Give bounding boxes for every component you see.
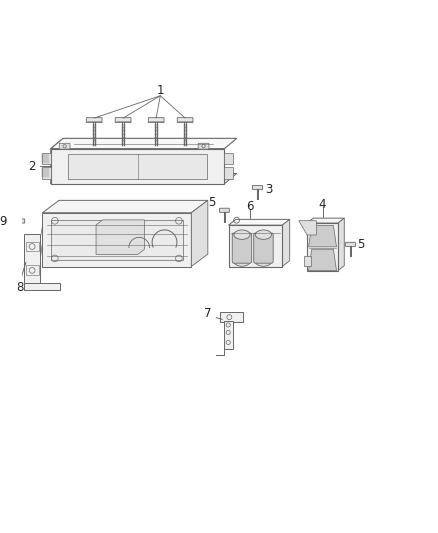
Polygon shape	[42, 200, 208, 213]
FancyBboxPatch shape	[198, 143, 209, 149]
FancyBboxPatch shape	[219, 208, 230, 212]
Polygon shape	[307, 218, 344, 223]
Text: 7: 7	[204, 307, 212, 320]
Polygon shape	[24, 283, 60, 290]
Polygon shape	[309, 225, 336, 247]
Polygon shape	[191, 200, 208, 266]
Bar	[42, 153, 51, 165]
Text: 5: 5	[357, 238, 364, 251]
Bar	[304, 256, 311, 266]
Bar	[25, 265, 39, 276]
Bar	[51, 220, 183, 260]
FancyBboxPatch shape	[254, 233, 273, 263]
FancyBboxPatch shape	[59, 143, 70, 149]
Bar	[229, 225, 282, 266]
Text: 3: 3	[265, 183, 273, 196]
Polygon shape	[96, 220, 145, 254]
Polygon shape	[309, 249, 336, 271]
Bar	[224, 153, 233, 165]
Text: 5: 5	[208, 196, 215, 209]
Polygon shape	[338, 218, 344, 271]
Ellipse shape	[234, 257, 250, 266]
Bar	[25, 241, 39, 252]
Bar	[224, 167, 233, 179]
FancyBboxPatch shape	[15, 219, 25, 223]
FancyBboxPatch shape	[232, 233, 252, 263]
Polygon shape	[51, 139, 63, 184]
Polygon shape	[51, 173, 237, 184]
Ellipse shape	[234, 230, 250, 239]
Polygon shape	[229, 220, 290, 225]
Bar	[42, 213, 191, 266]
Bar	[42, 167, 51, 179]
Polygon shape	[299, 221, 316, 235]
FancyBboxPatch shape	[148, 118, 164, 123]
FancyBboxPatch shape	[177, 118, 193, 123]
Text: 1: 1	[156, 84, 164, 98]
Text: 6: 6	[246, 200, 254, 213]
Ellipse shape	[255, 230, 272, 239]
Ellipse shape	[255, 257, 272, 266]
FancyBboxPatch shape	[252, 185, 262, 190]
Bar	[220, 312, 243, 322]
Text: 4: 4	[319, 198, 326, 211]
Text: 2: 2	[28, 160, 36, 173]
Polygon shape	[282, 220, 290, 266]
Polygon shape	[24, 234, 40, 283]
FancyBboxPatch shape	[346, 243, 355, 246]
Text: 9: 9	[0, 215, 7, 228]
Bar	[68, 154, 207, 179]
FancyBboxPatch shape	[115, 118, 131, 123]
Bar	[51, 149, 224, 184]
Polygon shape	[51, 139, 237, 149]
Bar	[307, 223, 338, 271]
Text: 8: 8	[16, 281, 23, 294]
FancyBboxPatch shape	[86, 118, 102, 123]
Bar	[224, 321, 233, 349]
